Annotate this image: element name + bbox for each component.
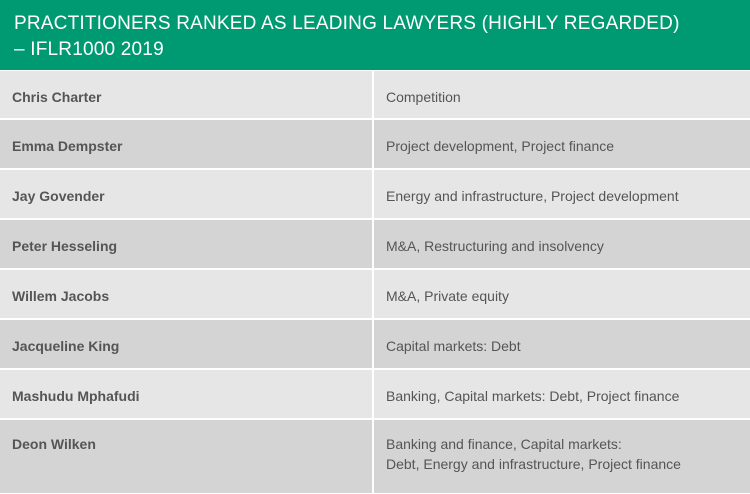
table-row: Jay Govender Energy and infrastructure, …: [0, 170, 750, 220]
table-row: Chris Charter Competition: [0, 71, 750, 120]
lawyers-table: Chris Charter Competition Emma Dempster …: [0, 71, 750, 494]
table-row: Mashudu Mphafudi Banking, Capital market…: [0, 370, 750, 420]
practice-areas: M&A, Restructuring and insolvency: [386, 238, 604, 254]
table-row: Jacqueline King Capital markets: Debt: [0, 320, 750, 370]
practice-areas: Competition: [386, 89, 461, 105]
table-row: Deon Wilken Banking and finance, Capital…: [0, 420, 750, 494]
lawyer-name: Peter Hesseling: [0, 220, 374, 268]
header-title-line2: – IFLR1000 2019: [14, 39, 164, 60]
practice-areas: Energy and infrastructure, Project devel…: [386, 188, 679, 204]
practice-areas: M&A, Private equity: [386, 288, 509, 304]
practice-areas: Banking and finance, Capital markets: De…: [374, 420, 750, 493]
lawyer-name: Jacqueline King: [0, 320, 374, 368]
lawyer-name: Deon Wilken: [0, 420, 374, 493]
practice-areas-line1: Banking and finance, Capital markets:: [386, 436, 622, 452]
table-header: PRACTITIONERS RANKED AS LEADING LAWYERS …: [0, 0, 750, 71]
practice-areas-line2: Debt, Energy and infrastructure, Project…: [386, 456, 681, 472]
practice-areas: Banking, Capital markets: Debt, Project …: [386, 388, 680, 404]
table-row: Peter Hesseling M&A, Restructuring and i…: [0, 220, 750, 270]
lawyer-name: Jay Govender: [0, 170, 374, 218]
lawyer-name: Emma Dempster: [0, 120, 374, 168]
lawyer-name: Willem Jacobs: [0, 270, 374, 318]
table-row: Emma Dempster Project development, Proje…: [0, 120, 750, 170]
practice-areas: Capital markets: Debt: [386, 338, 521, 354]
table-row: Willem Jacobs M&A, Private equity: [0, 270, 750, 320]
lawyer-name: Chris Charter: [0, 71, 374, 118]
header-title-line1: PRACTITIONERS RANKED AS LEADING LAWYERS …: [14, 13, 680, 34]
practice-areas: Project development, Project finance: [386, 138, 615, 154]
lawyer-name: Mashudu Mphafudi: [0, 370, 374, 418]
